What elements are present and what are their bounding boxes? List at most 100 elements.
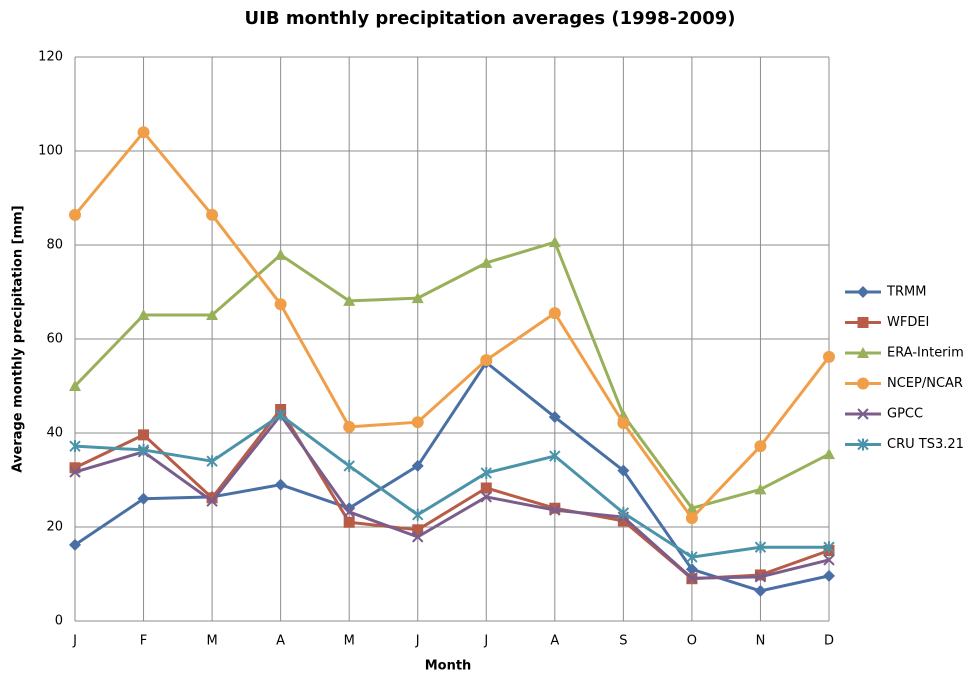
data-point [617,464,630,477]
data-point [69,538,81,551]
data-point [69,208,81,221]
data-point [274,248,287,260]
data-point [137,126,150,139]
data-point [274,409,287,422]
legend-label: WFDEI [887,315,929,330]
data-point [412,508,424,521]
data-point [617,515,629,527]
data-point [549,504,561,516]
data-point [480,482,492,494]
data-point [480,491,492,503]
data-point [206,309,219,321]
legend-marker [857,347,869,358]
data-point [754,541,767,554]
x-tick-label: F [140,634,147,649]
data-point [617,506,630,519]
data-point [480,256,493,268]
data-point [823,554,835,566]
data-point [823,350,835,363]
chart-title: UIB monthly precipitation averages (1998… [245,8,736,29]
y-tick-label: 100 [38,144,63,159]
series-line [73,240,830,510]
data-point [685,502,698,514]
data-point [411,416,424,429]
legend-label: NCEP/NCAR [887,376,963,391]
data-point [206,495,218,507]
y-tick-label: 120 [38,50,63,65]
data-point [274,478,287,491]
series-line [73,130,831,520]
data-point [754,440,767,453]
x-tick-label: M [206,634,217,649]
data-point [480,354,493,367]
data-point [686,551,698,564]
data-point [754,571,767,583]
data-point [685,512,698,525]
legend-label: TRMM [886,285,926,300]
data-point [411,292,424,304]
data-point [137,492,150,505]
series-line [74,361,830,593]
y-tick-label: 20 [46,520,63,535]
data-point [69,462,81,474]
data-point [137,443,150,456]
data-point [343,506,355,518]
data-point [823,569,835,582]
data-point [823,541,835,554]
series-line [74,413,829,559]
data-point [343,420,356,433]
data-point [549,502,561,514]
data-point [548,411,561,424]
data-point [549,450,561,463]
x-tick-label: O [687,634,697,649]
x-tick-label: J [483,634,488,649]
x-tick-label: S [619,634,627,649]
y-axis-label: Average monthly precipitation [mm] [11,205,26,472]
y-tick-label: 80 [46,238,63,253]
legend-marker [857,408,869,420]
x-tick-label: M [344,634,355,649]
legend-marker [857,317,869,328]
legend-marker [857,377,869,390]
data-point [412,524,424,536]
legend-label: GPCC [887,407,923,422]
legend-label: CRU TS3.21 [887,437,964,452]
x-tick-label: N [756,634,766,649]
legend-marker [857,286,869,298]
data-point [823,448,835,460]
data-point [206,208,219,221]
data-point [69,380,81,391]
data-point [480,466,492,479]
y-tick-label: 0 [55,614,63,629]
data-point [137,309,150,321]
data-point [343,459,355,472]
x-tick-label: J [72,634,77,649]
x-axis-label: Month [425,659,472,674]
legend-marker [857,438,869,451]
y-tick-label: 40 [46,426,63,441]
data-point [548,307,561,320]
data-point [343,294,356,306]
data-point [206,492,218,504]
data-point [69,466,81,478]
data-point [69,440,81,453]
x-tick-label: A [276,634,285,649]
data-point [138,429,150,441]
data-point [686,572,698,584]
data-point [617,417,630,430]
x-tick-label: A [550,634,559,649]
data-point [754,584,767,597]
data-point [685,563,698,576]
data-point [754,483,767,495]
legend-label: ERA-Interim [887,346,964,361]
data-point [274,298,287,311]
x-tick-label: J [415,634,420,649]
series-line [74,413,830,580]
y-tick-label: 60 [46,332,63,347]
data-point [412,531,424,543]
x-tick-label: D [824,634,834,649]
data-point [343,516,355,528]
data-point [206,455,218,468]
data-point [548,236,561,248]
